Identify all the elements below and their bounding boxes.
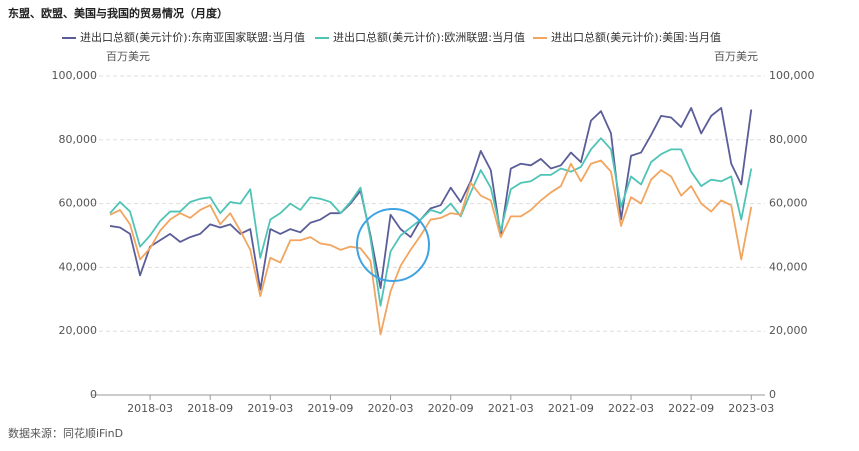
y2-tick-label: 60,000 bbox=[769, 197, 808, 210]
x-tick-label: 2021-09 bbox=[548, 402, 594, 415]
x-tick-label: 2020-09 bbox=[428, 402, 474, 415]
source: 数据来源：同花顺iFinD bbox=[8, 426, 123, 440]
x-tick-label: 2018-03 bbox=[127, 402, 173, 415]
grid bbox=[92, 75, 765, 332]
x-tick-label: 2018-09 bbox=[187, 402, 233, 415]
x-tick-label: 2019-03 bbox=[247, 402, 293, 415]
y-tick-label: 40,000 bbox=[59, 260, 98, 273]
y2-tick-label: 100,000 bbox=[769, 69, 815, 82]
y2-tick-label: 20,000 bbox=[769, 324, 808, 337]
series-line bbox=[109, 107, 753, 291]
y-unit: 百万美元 bbox=[106, 50, 150, 63]
y2-tick-label: 40,000 bbox=[769, 260, 808, 273]
x-tick-label: 2023-03 bbox=[728, 402, 774, 415]
x-tick-label: 2022-09 bbox=[668, 402, 714, 415]
x-tick-label: 2022-03 bbox=[608, 402, 654, 415]
y-tick-label: 0 bbox=[90, 388, 97, 401]
y2-tick-label: 0 bbox=[769, 388, 776, 401]
y-tick-label: 80,000 bbox=[59, 133, 98, 146]
highlight-circle bbox=[356, 208, 430, 282]
x-tick-label: 2021-03 bbox=[488, 402, 534, 415]
legend-label: 进出口总额(美元计价):东南亚国家联盟:当月值 bbox=[80, 30, 305, 44]
series-line bbox=[109, 137, 753, 307]
x-tick-label: 2019-09 bbox=[307, 402, 353, 415]
legend-label: 进出口总额(美元计价):美国:当月值 bbox=[551, 30, 721, 44]
legend-label: 进出口总额(美元计价):欧洲联盟:当月值 bbox=[333, 30, 525, 44]
y-tick-label: 100,000 bbox=[52, 69, 98, 82]
x-tick-label: 2020-03 bbox=[368, 402, 414, 415]
series-line bbox=[109, 159, 753, 336]
y-tick-label: 60,000 bbox=[59, 197, 98, 210]
y2-tick-label: 80,000 bbox=[769, 133, 808, 146]
chart-title: 东盟、欧盟、美国与我国的贸易情况（月度） bbox=[8, 6, 228, 20]
y-tick-label: 20,000 bbox=[59, 324, 98, 337]
y2-unit: 百万美元 bbox=[714, 50, 758, 63]
